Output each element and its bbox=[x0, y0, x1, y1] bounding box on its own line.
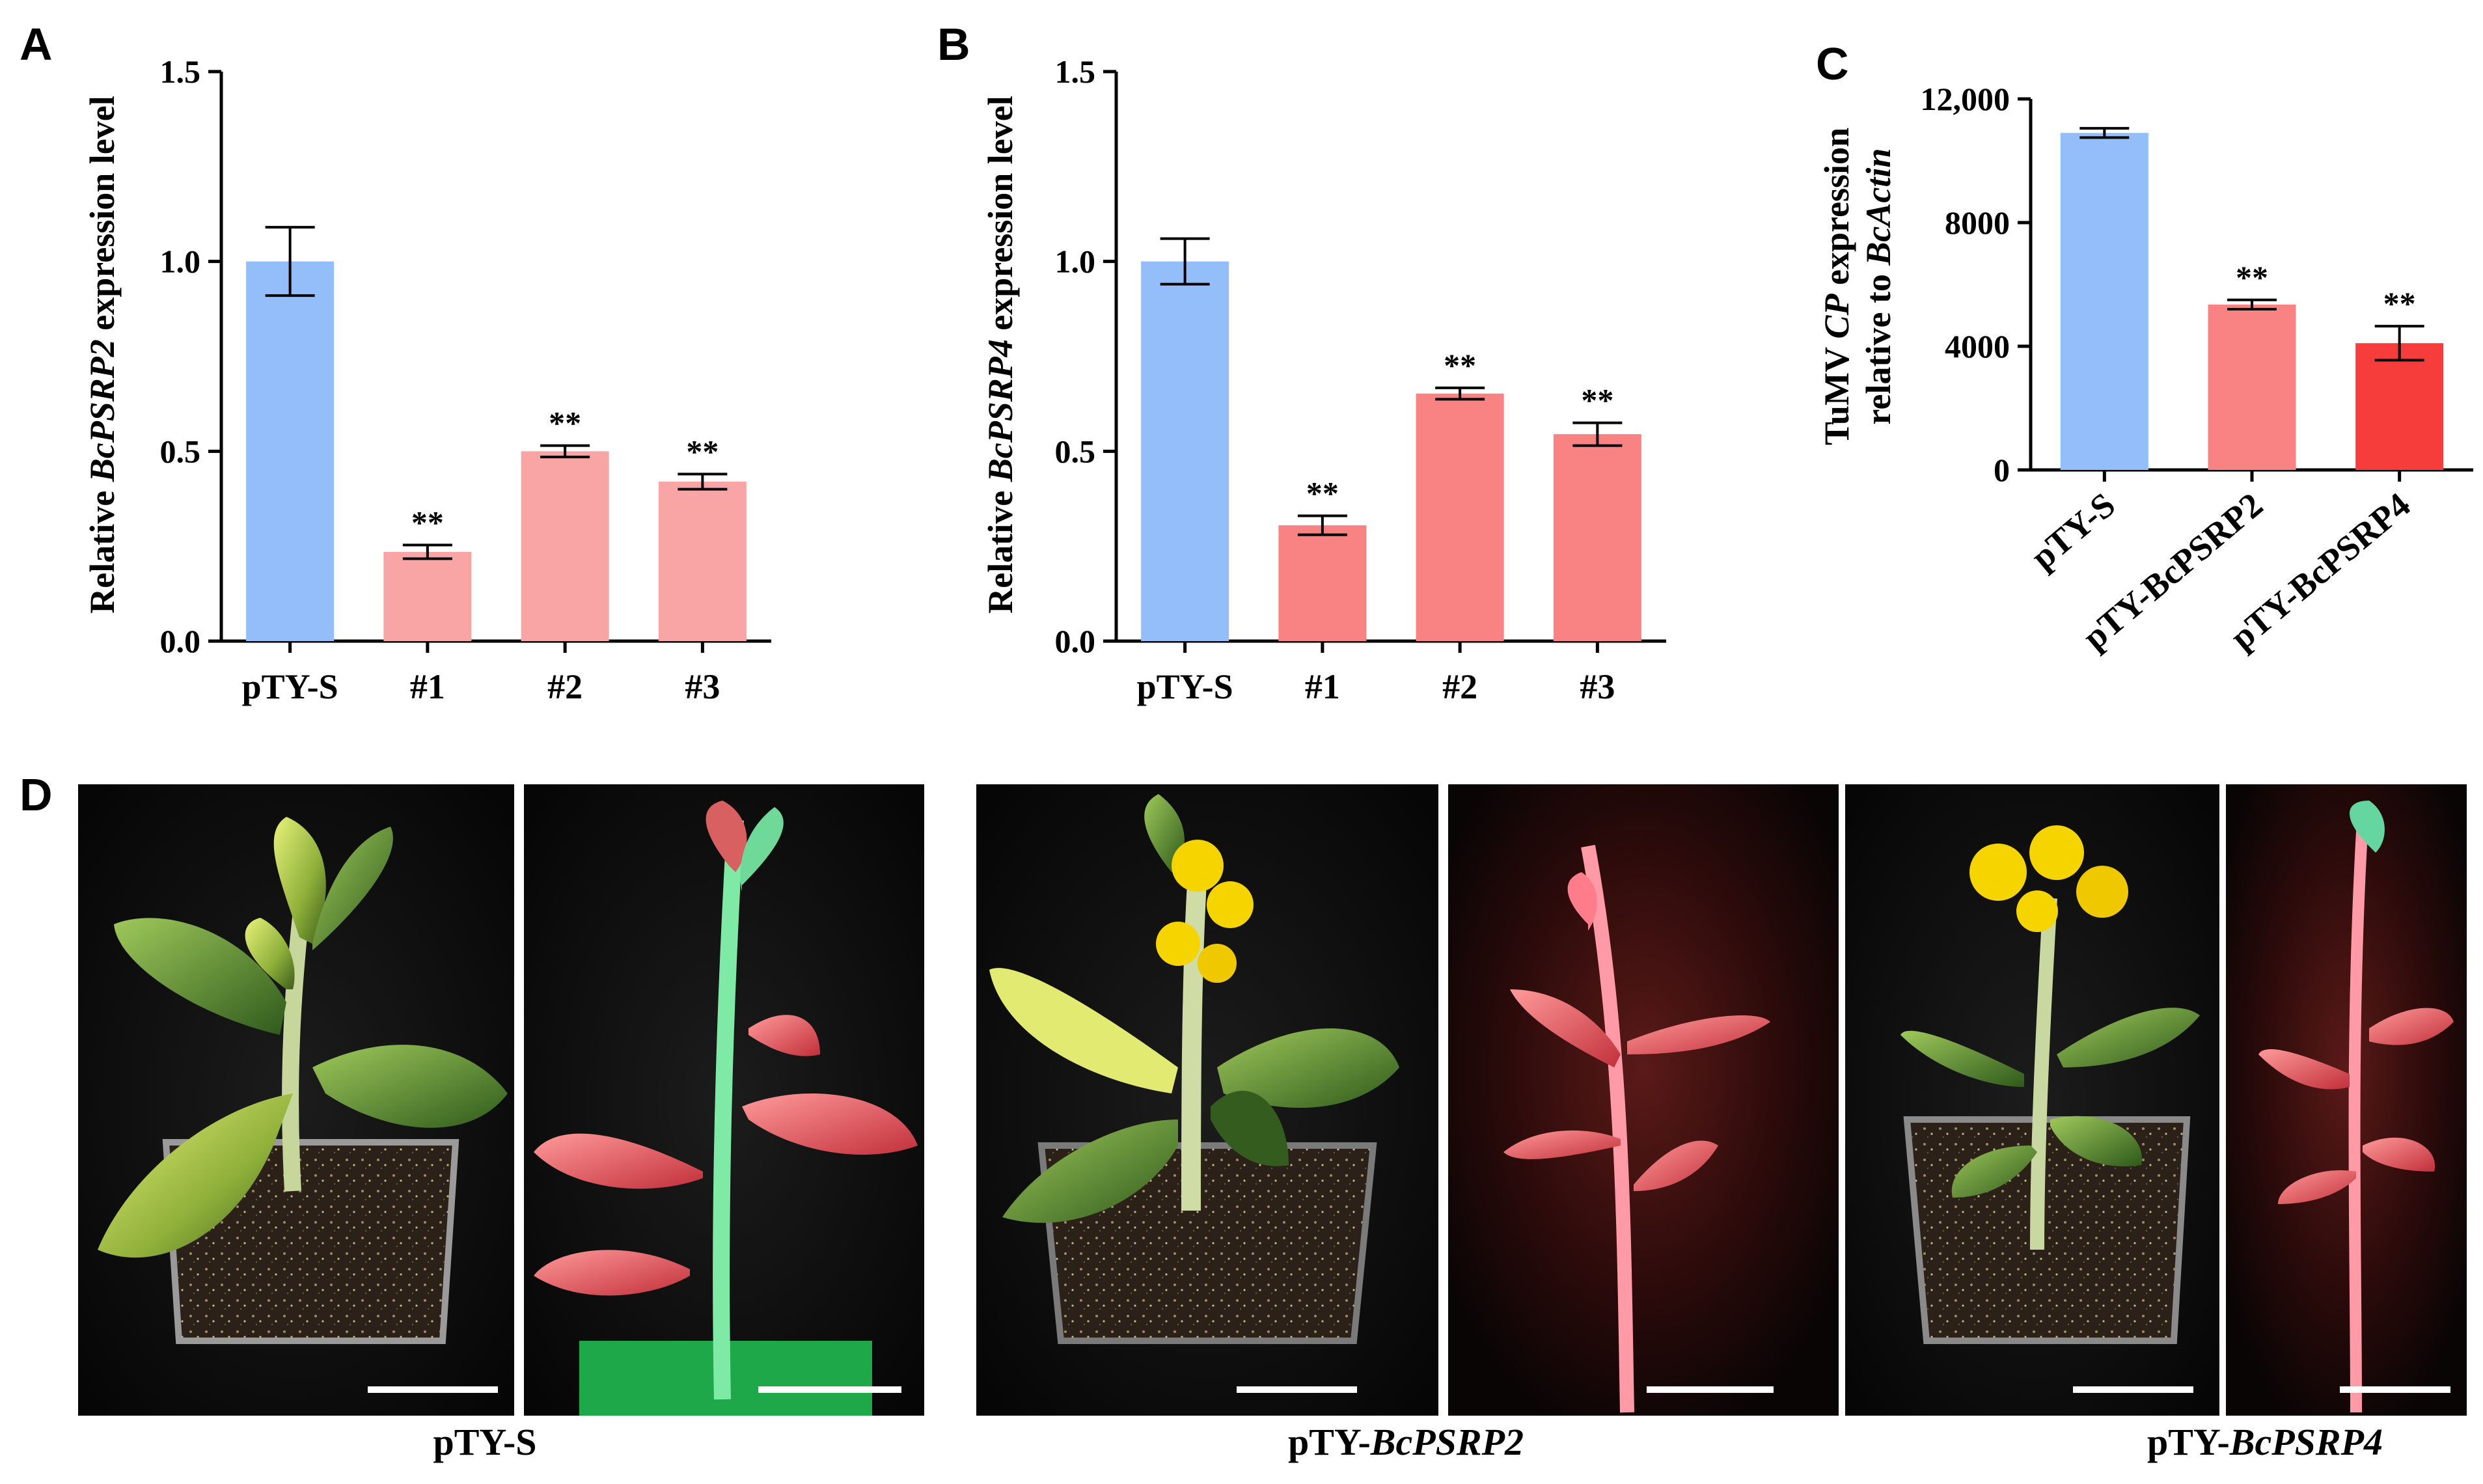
significance-label: ** bbox=[2383, 285, 2416, 322]
bar bbox=[658, 482, 747, 641]
significance-label: ** bbox=[686, 433, 719, 469]
category-label: #1 bbox=[410, 667, 445, 706]
y-axis-title-line: relative to BcActin bbox=[1859, 148, 1898, 425]
y-tick-label: 0 bbox=[1994, 452, 2010, 488]
chart-c: 0 4000 8000 12,000 TuMV CP expressionrelativ… bbox=[1817, 81, 2473, 657]
category-label: #3 bbox=[685, 667, 720, 706]
photo-caption-pty-bcpsrp2: pTY-BcPSRP2 bbox=[1288, 1421, 1524, 1463]
y-tick-label: 1.0 bbox=[1055, 243, 1096, 280]
y-axis-title: Relative BcPSRP2 expression level bbox=[83, 96, 122, 613]
photo-pty-s-fluorescence bbox=[524, 784, 924, 1416]
category-label: pTY-S bbox=[2023, 485, 2122, 577]
y-tick-label: 0.0 bbox=[1055, 623, 1096, 659]
chart-a: 0.0 0.5 1.0 1.5 Relative BcPSRP2 expression … bbox=[83, 53, 771, 706]
panel-letter-a: A bbox=[20, 19, 53, 70]
bar bbox=[2060, 133, 2148, 470]
photo-pty-bcpsrp4-fluorescence bbox=[2226, 784, 2467, 1416]
bar bbox=[1553, 434, 1641, 641]
significance-label: ** bbox=[411, 504, 444, 540]
chart-b: 0.0 0.5 1.0 1.5 Relative BcPSRP4 expression … bbox=[981, 53, 1666, 706]
significance-label: ** bbox=[549, 405, 581, 441]
category-label: #1 bbox=[1305, 667, 1340, 706]
category-label: #2 bbox=[1442, 667, 1477, 706]
y-axis-title-line: TuMV CP expression bbox=[1817, 128, 1856, 445]
category-label: #2 bbox=[547, 667, 583, 706]
y-tick-label: 1.0 bbox=[160, 243, 201, 280]
y-tick-label: 0.5 bbox=[160, 433, 201, 469]
bar bbox=[1141, 261, 1229, 642]
significance-label: ** bbox=[2236, 259, 2268, 295]
photo-pty-bcpsrp4-brightfield bbox=[1845, 784, 2219, 1416]
category-label: pTY-S bbox=[242, 667, 338, 706]
panel-letter-c: C bbox=[1816, 38, 1849, 89]
y-tick-label: 1.5 bbox=[160, 53, 201, 90]
bar bbox=[2208, 304, 2296, 470]
y-tick-label: 1.5 bbox=[1055, 53, 1096, 90]
bar bbox=[246, 261, 335, 642]
bar bbox=[1278, 525, 1367, 641]
panel-letter-b: B bbox=[937, 19, 970, 70]
category-label: #3 bbox=[1580, 667, 1615, 706]
y-tick-label: 0.0 bbox=[160, 623, 201, 659]
photo-caption-pty-bcpsrp4: pTY-BcPSRP4 bbox=[2147, 1421, 2383, 1463]
photo-panel-d: pTY-S pTY-BcPSRP2 pTY-BcPSRP4 bbox=[78, 784, 2467, 1463]
photo-pty-bcpsrp2-fluorescence bbox=[1448, 784, 1839, 1416]
category-label: pTY-S bbox=[1137, 667, 1233, 706]
panel-letter-d: D bbox=[20, 769, 53, 820]
photo-caption-pty-s: pTY-S bbox=[433, 1421, 536, 1463]
significance-label: ** bbox=[1444, 347, 1476, 383]
y-tick-label: 0.5 bbox=[1055, 433, 1096, 469]
bar bbox=[521, 451, 609, 641]
bar bbox=[1416, 393, 1504, 641]
photo-pty-bcpsrp2-brightfield bbox=[976, 784, 1438, 1416]
y-axis-title: Relative BcPSRP4 expression level bbox=[981, 96, 1020, 613]
significance-label: ** bbox=[1306, 475, 1339, 512]
photo-pty-s-brightfield bbox=[78, 784, 514, 1416]
bar bbox=[2355, 343, 2444, 470]
bar bbox=[383, 551, 472, 641]
y-tick-label: 12,000 bbox=[1921, 81, 2010, 117]
y-tick-label: 4000 bbox=[1945, 328, 2010, 364]
y-tick-label: 8000 bbox=[1945, 204, 2010, 241]
significance-label: ** bbox=[1581, 382, 1613, 419]
